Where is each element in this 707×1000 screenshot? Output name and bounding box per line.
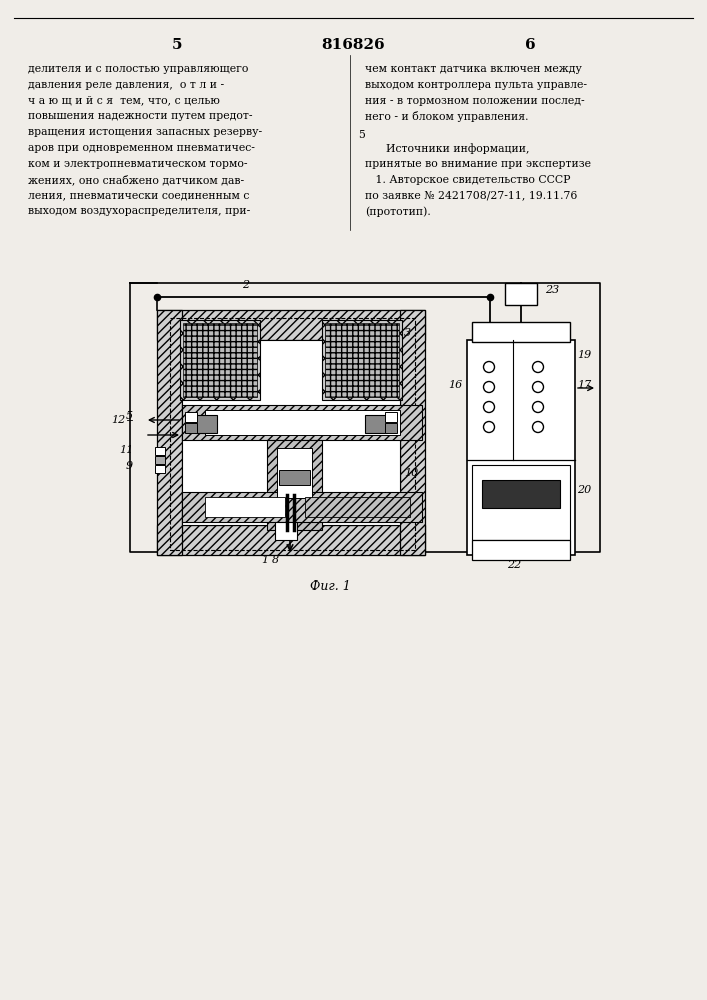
Bar <box>472 465 570 540</box>
Text: 23: 23 <box>545 285 559 295</box>
Bar <box>157 310 182 555</box>
Text: 6: 6 <box>525 38 535 52</box>
Text: ления, пневматически соединенным с: ления, пневматически соединенным с <box>28 190 250 200</box>
Bar <box>305 497 410 517</box>
Text: 17: 17 <box>577 380 591 390</box>
Bar <box>267 440 322 530</box>
Text: 816826: 816826 <box>321 38 385 52</box>
Text: 18: 18 <box>514 326 528 336</box>
Text: 4: 4 <box>404 492 411 502</box>
Text: ч а ю щ и й с я  тем, что, с целью: ч а ю щ и й с я тем, что, с целью <box>28 96 220 106</box>
Text: 8: 8 <box>272 555 279 565</box>
Bar <box>322 320 402 400</box>
Text: выходом контроллера пульта управле-: выходом контроллера пульта управле- <box>365 80 587 90</box>
Bar <box>472 322 570 342</box>
Text: 6: 6 <box>404 425 411 435</box>
Text: 5: 5 <box>358 130 365 140</box>
Text: ком и электропневматическом тормо-: ком и электропневматическом тормо- <box>28 159 247 169</box>
Text: 16: 16 <box>448 380 462 390</box>
Text: делителя и с полостью управляющего: делителя и с полостью управляющего <box>28 64 248 74</box>
Text: повышения надежности путем предот-: повышения надежности путем предот- <box>28 111 252 121</box>
Bar <box>195 415 217 433</box>
Text: 5: 5 <box>126 411 133 421</box>
Text: чем контакт датчика включен между: чем контакт датчика включен между <box>365 64 582 74</box>
Bar <box>155 456 165 464</box>
Text: 14: 14 <box>404 405 419 415</box>
Text: Фиг. 1: Фиг. 1 <box>310 580 351 593</box>
Text: 22: 22 <box>507 560 521 570</box>
Text: выходом воздухораспределителя, при-: выходом воздухораспределителя, при- <box>28 206 250 216</box>
Bar <box>482 480 560 508</box>
Text: 1. Авторское свидетельство СССР: 1. Авторское свидетельство СССР <box>365 175 571 185</box>
Text: 15: 15 <box>255 340 269 350</box>
Bar <box>155 447 165 455</box>
Bar <box>467 340 575 555</box>
Bar <box>325 323 399 397</box>
Text: аров при одновременном пневматичес-: аров при одновременном пневматичес- <box>28 143 255 153</box>
Bar <box>183 323 257 397</box>
Bar <box>205 410 400 435</box>
Bar <box>157 310 425 340</box>
Bar <box>279 470 310 485</box>
Bar <box>182 340 400 525</box>
Bar <box>472 540 570 560</box>
Text: (прототип).: (прототип). <box>365 206 431 217</box>
Text: 5: 5 <box>172 38 182 52</box>
Bar <box>505 283 537 305</box>
Bar <box>185 423 197 433</box>
Text: 20: 20 <box>577 485 591 495</box>
Bar <box>385 423 397 433</box>
Text: 12: 12 <box>111 415 125 425</box>
Text: 11: 11 <box>119 445 133 455</box>
Text: 9: 9 <box>126 461 133 471</box>
Bar <box>365 415 387 433</box>
Text: 21: 21 <box>490 326 504 336</box>
Bar <box>182 405 422 440</box>
Text: Источники информации,: Источники информации, <box>365 143 530 154</box>
Bar <box>385 412 397 422</box>
Text: 13: 13 <box>243 388 257 398</box>
Text: давления реле давления,  о т л и -: давления реле давления, о т л и - <box>28 80 224 90</box>
Text: 1: 1 <box>261 555 268 565</box>
Bar <box>157 525 425 555</box>
Bar <box>182 492 422 522</box>
Text: принятые во внимание при экспертизе: принятые во внимание при экспертизе <box>365 159 591 169</box>
Text: 7: 7 <box>300 470 307 480</box>
Text: него - и блоком управления.: него - и блоком управления. <box>365 111 529 122</box>
Bar <box>155 465 165 473</box>
Text: 19: 19 <box>577 350 591 360</box>
Text: по заявке № 2421708/27-11, 19.11.76: по заявке № 2421708/27-11, 19.11.76 <box>365 190 578 200</box>
Bar <box>400 310 425 555</box>
Text: ния - в тормозном положении послед-: ния - в тормозном положении послед- <box>365 96 585 106</box>
Bar <box>185 412 197 422</box>
Text: 3: 3 <box>404 328 411 338</box>
Text: 2: 2 <box>242 280 249 290</box>
Bar <box>180 320 260 400</box>
Bar <box>277 448 312 498</box>
Text: вращения истощения запасных резерву-: вращения истощения запасных резерву- <box>28 127 262 137</box>
Bar <box>205 497 285 517</box>
Bar <box>275 522 297 540</box>
Text: жениях, оно снабжено датчиком дав-: жениях, оно снабжено датчиком дав- <box>28 175 244 185</box>
Text: 10: 10 <box>404 468 419 478</box>
